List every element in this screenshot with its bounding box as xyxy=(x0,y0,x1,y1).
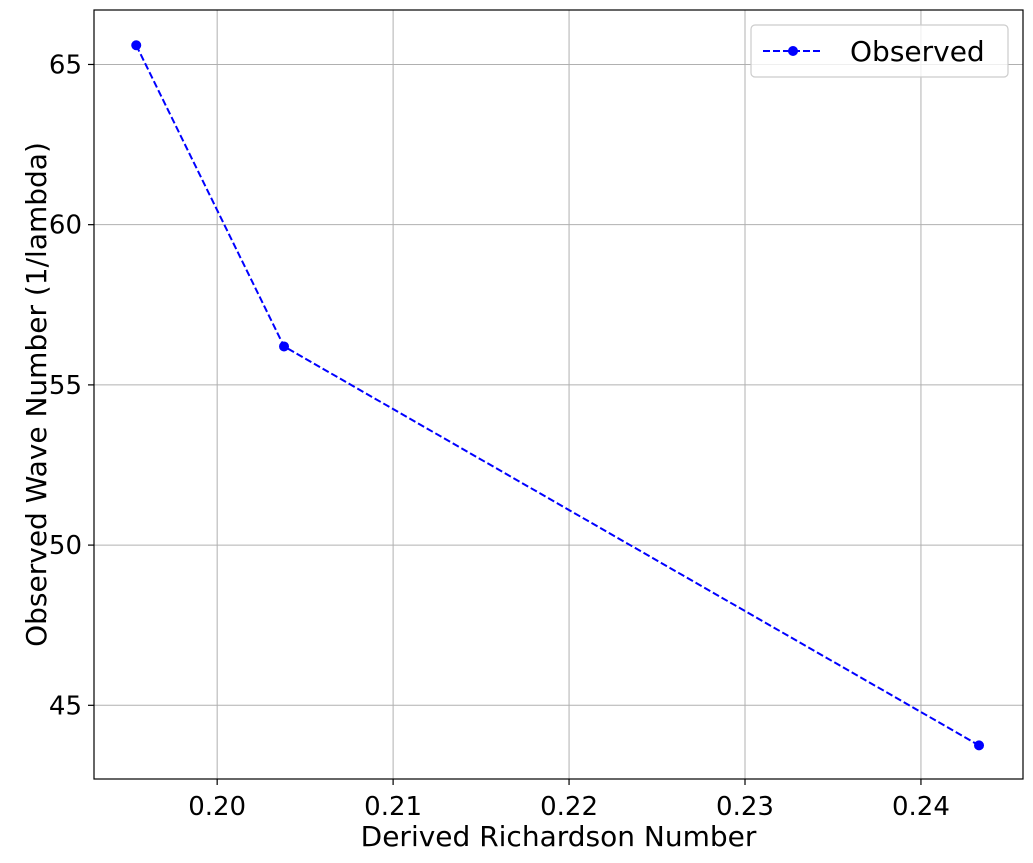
x-axis-label: Derived Richardson Number xyxy=(361,820,757,853)
x-tick-label: 0.23 xyxy=(716,792,774,822)
y-tick-label: 60 xyxy=(49,211,82,241)
y-axis-label: Observed Wave Number (1/lambda) xyxy=(20,142,53,647)
y-tick-label: 45 xyxy=(49,691,82,721)
data-point-observed xyxy=(974,740,985,751)
series-layer xyxy=(131,40,985,751)
x-tick-label: 0.21 xyxy=(364,792,422,822)
legend-label-observed: Observed xyxy=(850,35,985,68)
x-tick-label: 0.20 xyxy=(188,792,246,822)
legend-marker xyxy=(788,46,798,56)
y-tick-label: 55 xyxy=(49,371,82,401)
x-tick-label: 0.22 xyxy=(540,792,598,822)
grid xyxy=(94,10,1023,779)
legend-box xyxy=(750,24,1009,78)
tick-layer: 0.20 0.21 0.22 0.23 0.24 45 50 55 60 65 xyxy=(49,50,950,822)
legend: Observed xyxy=(750,24,1009,78)
data-point-observed xyxy=(279,341,290,352)
y-tick-label: 50 xyxy=(49,531,82,561)
x-tick-label: 0.24 xyxy=(892,792,950,822)
series-line-observed xyxy=(135,44,980,747)
data-point-observed xyxy=(131,40,142,51)
y-tick-label: 65 xyxy=(49,50,82,80)
plot-frame xyxy=(93,9,1024,780)
